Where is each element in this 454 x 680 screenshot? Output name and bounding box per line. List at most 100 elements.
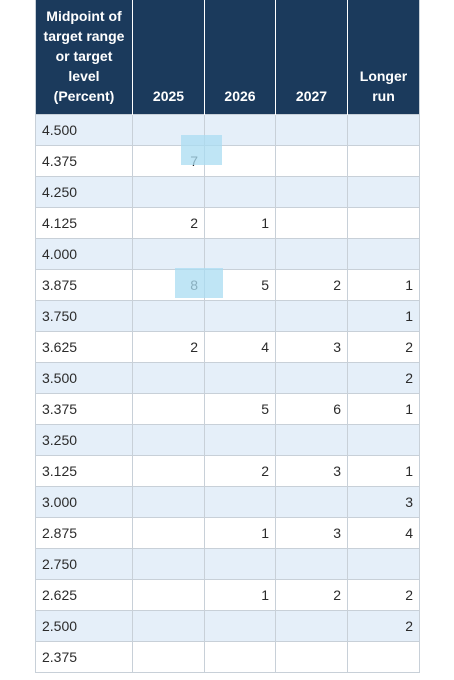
participant-count-cell: 1: [347, 268, 420, 301]
participant-count-cell: [132, 485, 205, 518]
participant-count-cell: [275, 299, 348, 332]
header-longer-run: Longer run: [347, 0, 420, 114]
rate-level-cell: 2.500: [35, 609, 133, 642]
participant-count-cell: [132, 175, 205, 208]
header-longer-run-line: Longer: [359, 67, 408, 84]
header-midpoint-line: level: [68, 67, 100, 84]
header-midpoint: Midpoint of target range or target level…: [35, 0, 133, 114]
rate-level-cell: 4.000: [35, 237, 133, 270]
participant-count-cell: [275, 640, 348, 673]
participant-count-cell: [275, 206, 348, 239]
participant-count-cell: 3: [275, 330, 348, 363]
rate-level-cell: 4.500: [35, 113, 133, 146]
rate-level-cell: 3.750: [35, 299, 133, 332]
participant-count-cell: [275, 485, 348, 518]
participant-count-cell: [347, 144, 420, 177]
participant-count-cell: 1: [347, 392, 420, 425]
participant-count-cell: [275, 113, 348, 146]
rate-level-cell: 2.625: [35, 578, 133, 611]
participant-count-cell: [347, 175, 420, 208]
table-row: 4.500: [35, 113, 420, 146]
header-2027: 2027: [275, 0, 348, 114]
participant-count-cell: 1: [204, 206, 276, 239]
participant-count-cell: [275, 361, 348, 394]
header-longer-run-line: run: [372, 87, 395, 104]
participant-count-cell: [347, 547, 420, 580]
table-row: 3.625 2 4 3 2: [35, 330, 420, 363]
participant-count-cell: [347, 237, 420, 270]
participant-count-cell: 1: [347, 454, 420, 487]
participant-count-cell: 2: [347, 330, 420, 363]
participant-count-cell: [132, 113, 205, 146]
participant-count-cell: [132, 361, 205, 394]
participant-count-cell: 3: [275, 454, 348, 487]
participant-count-cell: 1: [204, 578, 276, 611]
participant-count-cell: [132, 392, 205, 425]
participant-count-cell: 1: [347, 299, 420, 332]
rate-level-cell: 4.250: [35, 175, 133, 208]
table-row: 4.000: [35, 237, 420, 270]
cell-highlight: [175, 268, 223, 298]
participant-count-cell: [132, 547, 205, 580]
table-row: 2.875 1 3 4: [35, 516, 420, 549]
table-row: 3.8758521: [35, 268, 420, 301]
table-row: 2.375: [35, 640, 420, 673]
participant-count-cell: [132, 516, 205, 549]
participant-count-cell: [275, 609, 348, 642]
participant-count-cell: 1: [204, 516, 276, 549]
participant-count-cell: [132, 299, 205, 332]
header-midpoint-line: Midpoint of: [46, 7, 122, 24]
participant-count-cell: 2: [347, 578, 420, 611]
participant-count-cell: 2: [347, 361, 420, 394]
table-row: 3.250: [35, 423, 420, 456]
header-midpoint-line: target range: [43, 27, 125, 44]
participant-count-cell: [204, 361, 276, 394]
participant-count-cell: 2: [132, 206, 205, 239]
table-row: 3.125 2 3 1: [35, 454, 420, 487]
table-row: 3.500 2: [35, 361, 420, 394]
dot-plot-table-container: Midpoint of target range or target level…: [35, 0, 420, 673]
header-row: Midpoint of target range or target level…: [35, 0, 420, 114]
participant-count-cell: 4: [347, 516, 420, 549]
participant-count-cell: [204, 485, 276, 518]
participant-count-cell: 2: [132, 330, 205, 363]
participant-count-cell: [204, 547, 276, 580]
header-midpoint-line: (Percent): [53, 87, 115, 104]
rate-level-cell: 3.125: [35, 454, 133, 487]
rate-level-cell: 2.375: [35, 640, 133, 673]
participant-count-cell: [132, 640, 205, 673]
table-row: 3.000 3: [35, 485, 420, 518]
participant-count-cell: [204, 640, 276, 673]
participant-count-cell: 4: [204, 330, 276, 363]
rate-level-cell: 3.625: [35, 330, 133, 363]
participant-count-cell: 2: [275, 578, 348, 611]
participant-count-cell: [132, 609, 205, 642]
table-row: 4.250: [35, 175, 420, 208]
rate-level-cell: 3.250: [35, 423, 133, 456]
cell-highlight: [181, 135, 222, 165]
rate-level-cell: 4.375: [35, 144, 133, 177]
participant-count-cell: 2: [275, 268, 348, 301]
participant-count-cell: 3: [347, 485, 420, 518]
participant-count-cell: 2: [204, 454, 276, 487]
header-2026: 2026: [204, 0, 276, 114]
participant-count-cell: 5: [204, 392, 276, 425]
participant-count-cell: [347, 640, 420, 673]
participant-count-cell: 2: [347, 609, 420, 642]
participant-count-cell: [347, 423, 420, 456]
rate-level-cell: 2.750: [35, 547, 133, 580]
participant-count-cell: [132, 423, 205, 456]
participant-count-cell: [275, 423, 348, 456]
header-2025: 2025: [132, 0, 205, 114]
table-row: 2.750: [35, 547, 420, 580]
participant-count-cell: [132, 237, 205, 270]
table-row: 4.125 2 1: [35, 206, 420, 239]
participant-count-cell: [275, 144, 348, 177]
rate-level-cell: 3.000: [35, 485, 133, 518]
rate-level-cell: 3.500: [35, 361, 133, 394]
table-row: 2.625 1 2 2: [35, 578, 420, 611]
participant-count-cell: 6: [275, 392, 348, 425]
participant-count-cell: [347, 206, 420, 239]
table-row: 2.500 2: [35, 609, 420, 642]
participant-count-cell: [204, 609, 276, 642]
